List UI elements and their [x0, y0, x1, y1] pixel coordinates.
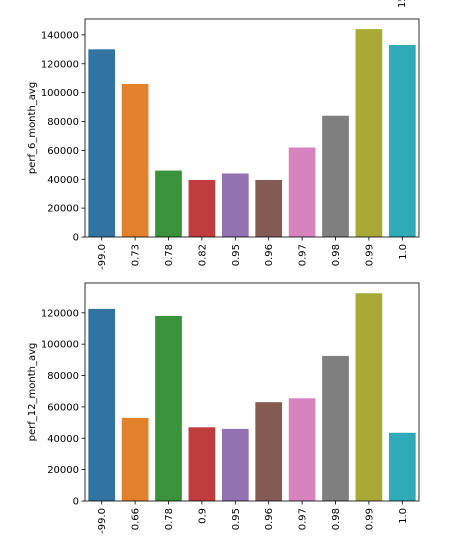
x-tick-label: 0.9: [197, 508, 208, 524]
chart-perf-12-month: 0 20000 40000 60000 80000 100000 120000 -99.0 0.…: [27, 282, 420, 534]
x-tick-label: 0.98: [331, 244, 342, 266]
bar-0.95: [221, 428, 249, 501]
bar-0.66: [121, 417, 149, 501]
x-tick-label: 1.0: [398, 508, 409, 524]
x-tick-label: 0.96: [264, 244, 275, 266]
y-tick-label: 80000: [47, 371, 79, 382]
overflow-label: 15: [397, 0, 408, 8]
bar--99.0: [88, 308, 116, 501]
bar-1.0: [388, 44, 416, 237]
x-tick-label: 1.0: [398, 244, 409, 260]
y-tick-label: 100000: [41, 340, 79, 351]
x-tick-label: -99.0: [97, 508, 108, 534]
x-tick-label: 0.97: [298, 508, 309, 530]
y-tick-label: 20000: [47, 465, 79, 476]
y-tick-label: 60000: [47, 402, 79, 413]
x-tick-label: 0.82: [197, 244, 208, 266]
y-tick-label: 100000: [41, 88, 79, 99]
bar-0.96: [255, 179, 283, 237]
bar-0.98: [322, 355, 349, 501]
y-tick-label: 140000: [41, 30, 79, 41]
chart-perf-6-month: 0 20000 40000 60000 80000 100000 120000 140000 -…: [27, 18, 420, 270]
y-tick-label: 40000: [47, 175, 79, 186]
bar-1.0: [388, 432, 416, 501]
x-tick-label: 0.95: [231, 244, 242, 266]
bar-0.78: [155, 170, 182, 237]
x-tick-label: 0.66: [131, 508, 142, 530]
bar-0.99: [355, 29, 383, 237]
bar-0.99: [355, 293, 383, 501]
bar-0.9: [188, 427, 216, 501]
y-tick-label: 120000: [41, 308, 79, 319]
x-tick-label: 0.97: [298, 244, 309, 266]
bar-0.96: [255, 402, 283, 501]
x-tick-label: 0.99: [364, 244, 375, 266]
x-tick-label: 0.96: [264, 508, 275, 530]
y-tick-label: 0: [73, 233, 79, 244]
plot-frame: [84, 18, 420, 238]
x-tick-label: 0.98: [331, 508, 342, 530]
y-tick-label: 80000: [47, 117, 79, 128]
bar-0.78: [155, 315, 182, 501]
bar-0.97: [288, 398, 316, 501]
y-axis-label: perf_12_month_avg: [27, 343, 38, 442]
bar-0.73: [121, 83, 149, 237]
bar-0.95: [221, 173, 249, 237]
plot-frame: [84, 282, 420, 502]
x-tick-label: 0.95: [231, 508, 242, 530]
bar-0.97: [288, 147, 316, 237]
bar-0.98: [322, 115, 349, 237]
y-tick-label: 20000: [47, 204, 79, 215]
bar-0.82: [188, 179, 216, 237]
x-tick-label: 0.78: [164, 244, 175, 266]
y-axis-label: perf_6_month_avg: [27, 82, 38, 174]
bar--99.0: [88, 49, 116, 237]
y-tick-label: 0: [73, 497, 79, 508]
y-tick-label: 40000: [47, 434, 79, 445]
x-tick-label: 0.78: [164, 508, 175, 530]
y-tick-label: 60000: [47, 146, 79, 157]
y-tick-label: 120000: [41, 59, 79, 70]
x-tick-label: 0.73: [131, 244, 142, 266]
x-tick-label: -99.0: [97, 244, 108, 270]
x-tick-label: 0.99: [364, 508, 375, 530]
